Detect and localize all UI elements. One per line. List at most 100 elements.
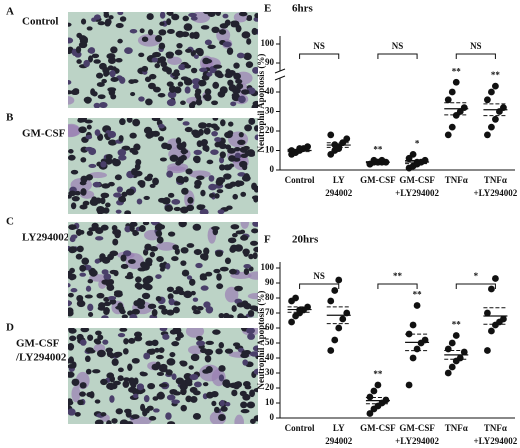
stain: [185, 328, 205, 338]
cell: [155, 274, 162, 279]
cell: [230, 101, 237, 107]
cell: [117, 38, 123, 44]
stain: [188, 170, 211, 179]
y-tick-label: 30: [265, 367, 275, 377]
cell: [198, 79, 207, 87]
cell: [219, 399, 225, 407]
cell: [77, 399, 84, 406]
data-point: [327, 297, 335, 305]
micrograph: [68, 328, 258, 424]
stain: [247, 292, 258, 300]
panel-letter: A: [6, 6, 14, 18]
cell: [122, 380, 130, 388]
cell: [218, 365, 226, 372]
cell: [131, 168, 138, 176]
cell: [238, 12, 248, 17]
y-tick-label: 100: [261, 262, 275, 272]
data-point: [448, 339, 456, 347]
cell: [145, 98, 153, 106]
cell: [252, 252, 258, 260]
cell: [168, 85, 176, 93]
cell: [229, 268, 237, 275]
cell: [192, 130, 202, 139]
cell: [227, 79, 234, 87]
cell: [232, 342, 241, 347]
cell: [109, 69, 116, 78]
x-tick-label: 294002: [325, 436, 353, 446]
cell: [157, 93, 166, 98]
cell: [156, 236, 164, 244]
cell: [148, 73, 157, 80]
data-point: [452, 78, 460, 86]
cell: [143, 195, 150, 200]
cell: [68, 273, 75, 280]
cell: [149, 251, 156, 258]
cell: [192, 309, 201, 315]
cell: [85, 285, 92, 292]
cell: [100, 161, 107, 168]
cell: [82, 200, 90, 206]
data-point: [484, 309, 491, 317]
bracket: [377, 53, 418, 59]
cell: [83, 59, 90, 68]
cell: [138, 52, 145, 58]
cell: [222, 41, 232, 48]
cell: [141, 292, 151, 300]
cell: [154, 63, 161, 69]
cell: [120, 254, 127, 262]
cell: [91, 91, 98, 97]
data-point: [460, 104, 468, 111]
cell: [253, 125, 258, 132]
cell: [222, 13, 229, 19]
cell: [159, 328, 167, 332]
cell: [167, 293, 174, 300]
cell: [204, 88, 212, 96]
cell: [207, 44, 216, 50]
cell: [196, 204, 205, 211]
cell: [252, 306, 258, 312]
cell: [215, 348, 223, 355]
y-tick-label: 100: [261, 38, 275, 48]
cell: [154, 347, 160, 353]
panel-label: /LY294002: [15, 352, 67, 364]
cell: [217, 209, 225, 214]
cell: [165, 143, 172, 151]
cell: [108, 15, 114, 20]
cell: [169, 329, 178, 335]
cell: [117, 367, 124, 373]
stain: [240, 222, 250, 229]
cell: [172, 391, 182, 396]
cell: [86, 124, 92, 130]
cell: [128, 386, 137, 393]
cell: [145, 340, 154, 346]
cell: [226, 314, 234, 318]
cell: [141, 263, 150, 271]
cell: [152, 177, 159, 186]
cell: [130, 414, 140, 420]
cell: [193, 249, 202, 256]
cell: [196, 175, 205, 181]
data-point: [304, 143, 311, 151]
cell: [181, 141, 187, 149]
cell: [68, 224, 77, 230]
cell: [78, 126, 87, 134]
y-tick-label: 0: [270, 412, 275, 422]
cell: [165, 412, 172, 420]
cell: [212, 329, 221, 335]
cell: [84, 355, 91, 363]
cell: [228, 155, 236, 162]
cell: [220, 406, 228, 412]
cell: [76, 59, 82, 64]
cell: [240, 234, 249, 241]
cell: [233, 72, 241, 80]
cell: [139, 224, 146, 233]
cell: [129, 222, 138, 227]
cell: [134, 335, 143, 342]
cell: [231, 92, 240, 99]
cell: [147, 173, 154, 179]
bracket: [455, 53, 496, 59]
data-point: [444, 369, 452, 377]
cell: [160, 61, 168, 68]
cell: [97, 334, 104, 341]
cell: [165, 262, 171, 270]
